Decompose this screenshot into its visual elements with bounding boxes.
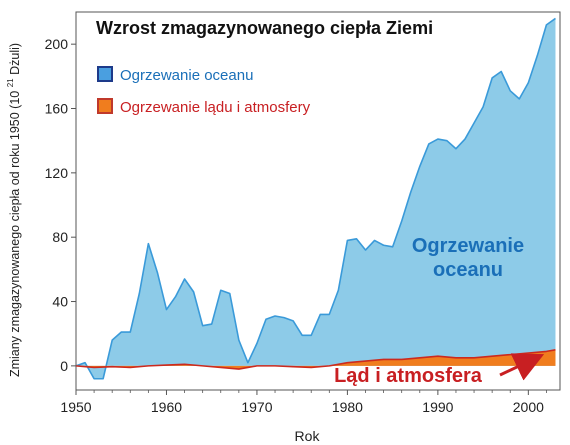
x-tick-label: 1970 — [241, 399, 272, 415]
annotation-land: Ląd i atmosfera — [334, 365, 483, 387]
legend-label-land: Ogrzewanie lądu i atmosfery — [120, 99, 311, 116]
y-tick-label: 40 — [52, 294, 68, 310]
x-axis-label: Rok — [295, 428, 321, 444]
x-tick-label: 1950 — [60, 399, 91, 415]
x-tick-label: 1980 — [332, 399, 363, 415]
y-tick-label: 80 — [52, 229, 68, 245]
series-land-line — [76, 348, 556, 370]
y-axis-label-superscript: 21 — [6, 78, 15, 87]
series-land-area — [76, 349, 556, 370]
svg-text:Zmiany zmagazynowanego ciepła: Zmiany zmagazynowanego ciepła od roku 19… — [2, 43, 22, 377]
legend-label-ocean: Ogrzewanie oceanu — [120, 67, 253, 84]
legend-swatch-land — [97, 98, 113, 114]
series-ocean-line — [76, 17, 556, 380]
y-tick-label: 160 — [45, 101, 69, 117]
annotation-ocean-line2: oceanu — [433, 259, 503, 281]
x-tick-label: 1960 — [151, 399, 182, 415]
y-tick-label: 0 — [60, 358, 68, 374]
y-tick-label: 120 — [45, 165, 69, 181]
x-tick-label: 2000 — [513, 399, 544, 415]
legend-swatch-ocean — [97, 66, 113, 82]
y-axis-label-main: Zmiany zmagazynowanego ciepła od roku 19… — [8, 91, 22, 377]
annotation-land-arrow — [499, 353, 545, 381]
y-axis-label-tail: Dżuli) — [8, 43, 22, 75]
annotation-ocean-line1: Ogrzewanie — [412, 235, 524, 257]
series-ocean-area — [76, 18, 556, 379]
legend: Ogrzewanie oceanu Ogrzewanie lądu i atmo… — [97, 66, 311, 116]
y-axis-label: Zmiany zmagazynowanego ciepła od roku 19… — [2, 43, 22, 377]
chart-title: Wzrost zmagazynowanego ciepła Ziemi — [96, 18, 433, 38]
y-tick-label: 200 — [45, 36, 69, 52]
x-tick-label: 1990 — [422, 399, 453, 415]
